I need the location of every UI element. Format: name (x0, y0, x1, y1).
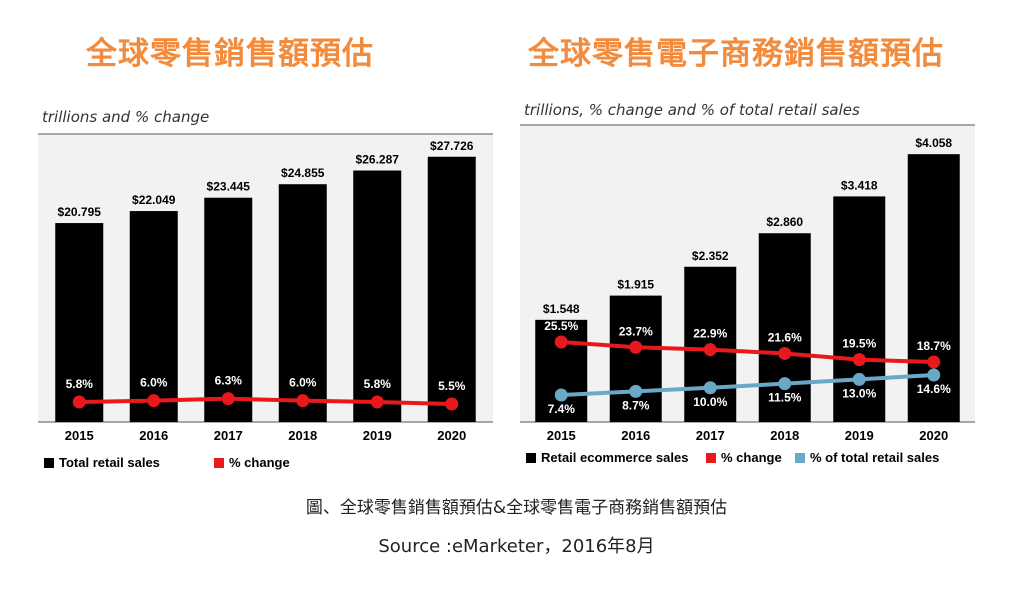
legend-swatch (526, 453, 536, 463)
x-tick-label: 2020 (919, 428, 948, 443)
legend-swatch (795, 453, 805, 463)
line-pct-change (79, 396, 452, 407)
source-caption: Source :eMarketer，2016年8月 (378, 536, 655, 557)
legend-label: % change (229, 455, 290, 470)
bar-value-label: $23.445 (207, 180, 251, 194)
pct-change-point (296, 394, 310, 408)
pct-of-total-label: 8.7% (622, 398, 650, 412)
bar (758, 233, 811, 422)
bar-value-label: $20.795 (58, 205, 102, 219)
pct-of-total-label: 10.0% (693, 395, 727, 409)
bar-value-label: $26.287 (356, 153, 400, 167)
pct-of-total-label: 13.0% (842, 386, 876, 400)
legend-label: Retail ecommerce sales (541, 450, 688, 465)
x-tick-label: 2016 (139, 428, 168, 443)
pct-of-total-point (778, 377, 792, 391)
bar (278, 184, 327, 422)
pct-change-label: 22.9% (693, 327, 727, 341)
ecommerce-sales-chart-svg: trillions, % change and % of total retai… (520, 101, 975, 465)
bar-value-label: $3.418 (841, 178, 878, 192)
line-pct-of-total (561, 372, 934, 397)
pct-change-point (927, 355, 941, 369)
x-tick-label: 2019 (845, 428, 874, 443)
x-tick-label: 2017 (696, 428, 725, 443)
figure-caption: 圖、全球零售銷售額預估&全球零售電子商務銷售額預估 (305, 498, 728, 518)
bar-value-label: $4.058 (915, 136, 952, 150)
bar-value-label: $2.860 (766, 215, 803, 229)
pct-change-label: 6.0% (140, 376, 168, 390)
pct-change-label: 25.5% (544, 319, 578, 333)
pct-change-point (703, 343, 717, 357)
bar (204, 197, 253, 422)
legend-label: Total retail sales (59, 455, 160, 470)
legend-label: % change (721, 450, 782, 465)
pct-change-point (72, 395, 86, 409)
pct-of-total-label: 11.5% (768, 391, 802, 405)
legend-swatch (214, 458, 224, 468)
pct-change-point (147, 394, 161, 408)
bar (129, 211, 178, 422)
chart-subtitle: trillions and % change (42, 108, 209, 126)
pct-change-point (221, 392, 235, 406)
x-tick-label: 2018 (770, 428, 799, 443)
x-tick-label: 2015 (65, 428, 94, 443)
plot-background (520, 125, 975, 422)
pct-change-label: 6.0% (289, 376, 317, 390)
pct-change-point (629, 340, 643, 354)
bar-value-label: $22.049 (132, 193, 176, 207)
pct-of-total-label: 14.6% (917, 382, 951, 396)
left-chart-title: 全球零售銷售額預估 (86, 36, 374, 72)
pct-change-point (852, 353, 866, 367)
pct-change-label: 5.8% (364, 377, 392, 391)
x-tick-label: 2015 (547, 428, 576, 443)
pct-change-point (554, 335, 568, 349)
x-tick-label: 2019 (363, 428, 392, 443)
bar (427, 156, 476, 422)
bar (609, 295, 662, 422)
pct-change-label: 18.7% (917, 339, 951, 353)
legend-swatch (44, 458, 54, 468)
legend-label: % of total retail sales (810, 450, 939, 465)
pct-change-point (445, 397, 459, 411)
bar-value-label: $27.726 (430, 139, 474, 153)
pct-change-point (370, 395, 384, 409)
pct-of-total-point (629, 384, 643, 398)
bar (55, 223, 104, 422)
pct-of-total-point (852, 372, 866, 386)
pct-change-label: 19.5% (842, 337, 876, 351)
legend-swatch (706, 453, 716, 463)
pct-of-total-label: 7.4% (548, 402, 576, 416)
plot-background (38, 134, 493, 422)
x-tick-label: 2016 (621, 428, 650, 443)
pct-change-label: 5.8% (66, 377, 94, 391)
right-chart-title: 全球零售電子商務銷售額預估 (528, 36, 944, 72)
bar-value-label: $2.352 (692, 249, 729, 263)
pct-change-label: 21.6% (768, 330, 802, 344)
bar-value-label: $24.855 (281, 166, 325, 180)
bar-value-label: $1.548 (543, 302, 580, 316)
total-retail-sales-chart: trillions and % change $20.795 $22.049 $23.… (38, 100, 508, 480)
pct-of-total-point (703, 381, 717, 395)
bar-value-label: $1.915 (617, 278, 654, 292)
bar (353, 170, 402, 422)
chart-subtitle: trillions, % change and % of total retai… (524, 101, 860, 119)
pct-change-label: 5.5% (438, 379, 466, 393)
line-pct-change (561, 340, 934, 364)
pct-change-label: 23.7% (619, 324, 653, 338)
x-tick-label: 2017 (214, 428, 243, 443)
x-tick-label: 2018 (288, 428, 317, 443)
pct-of-total-point (554, 388, 568, 402)
x-tick-label: 2020 (437, 428, 466, 443)
pct-change-point (778, 346, 792, 360)
ecommerce-sales-chart: trillions, % change and % of total retai… (520, 95, 980, 480)
pct-change-label: 6.3% (215, 374, 243, 388)
pct-of-total-point (927, 368, 941, 382)
total-retail-sales-chart-svg: trillions and % change $20.795 $22.049 $23.… (38, 108, 493, 470)
